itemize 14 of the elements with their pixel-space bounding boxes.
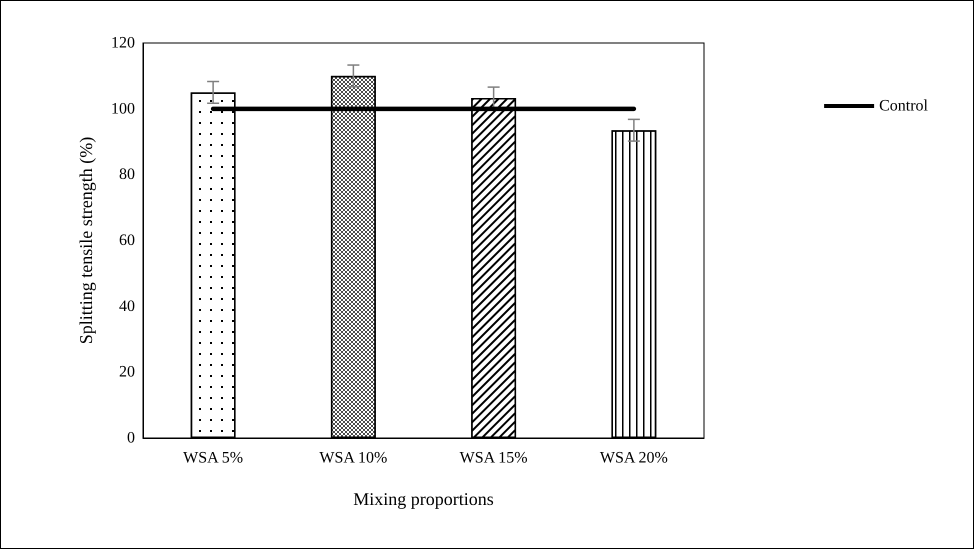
x-tick-label: WSA 10% [319,450,388,466]
legend-label: Control [879,98,929,114]
y-tick-label: 0 [127,430,135,446]
x-axis-title: Mixing proportions [353,489,494,509]
y-tick-label: 100 [111,100,135,118]
x-tick-label: WSA 5% [183,450,244,466]
y-tick-label: 20 [119,364,135,381]
y-tick-label: 60 [119,232,135,249]
y-axis-title: Splitting tensile strength (%) [76,136,96,344]
y-tick-label: 80 [119,166,135,184]
x-tick-label: WSA 15% [460,450,528,466]
y-tick-label: 120 [111,34,135,52]
y-tick-label: 40 [119,298,135,315]
x-tick-label: WSA 20% [600,450,668,466]
